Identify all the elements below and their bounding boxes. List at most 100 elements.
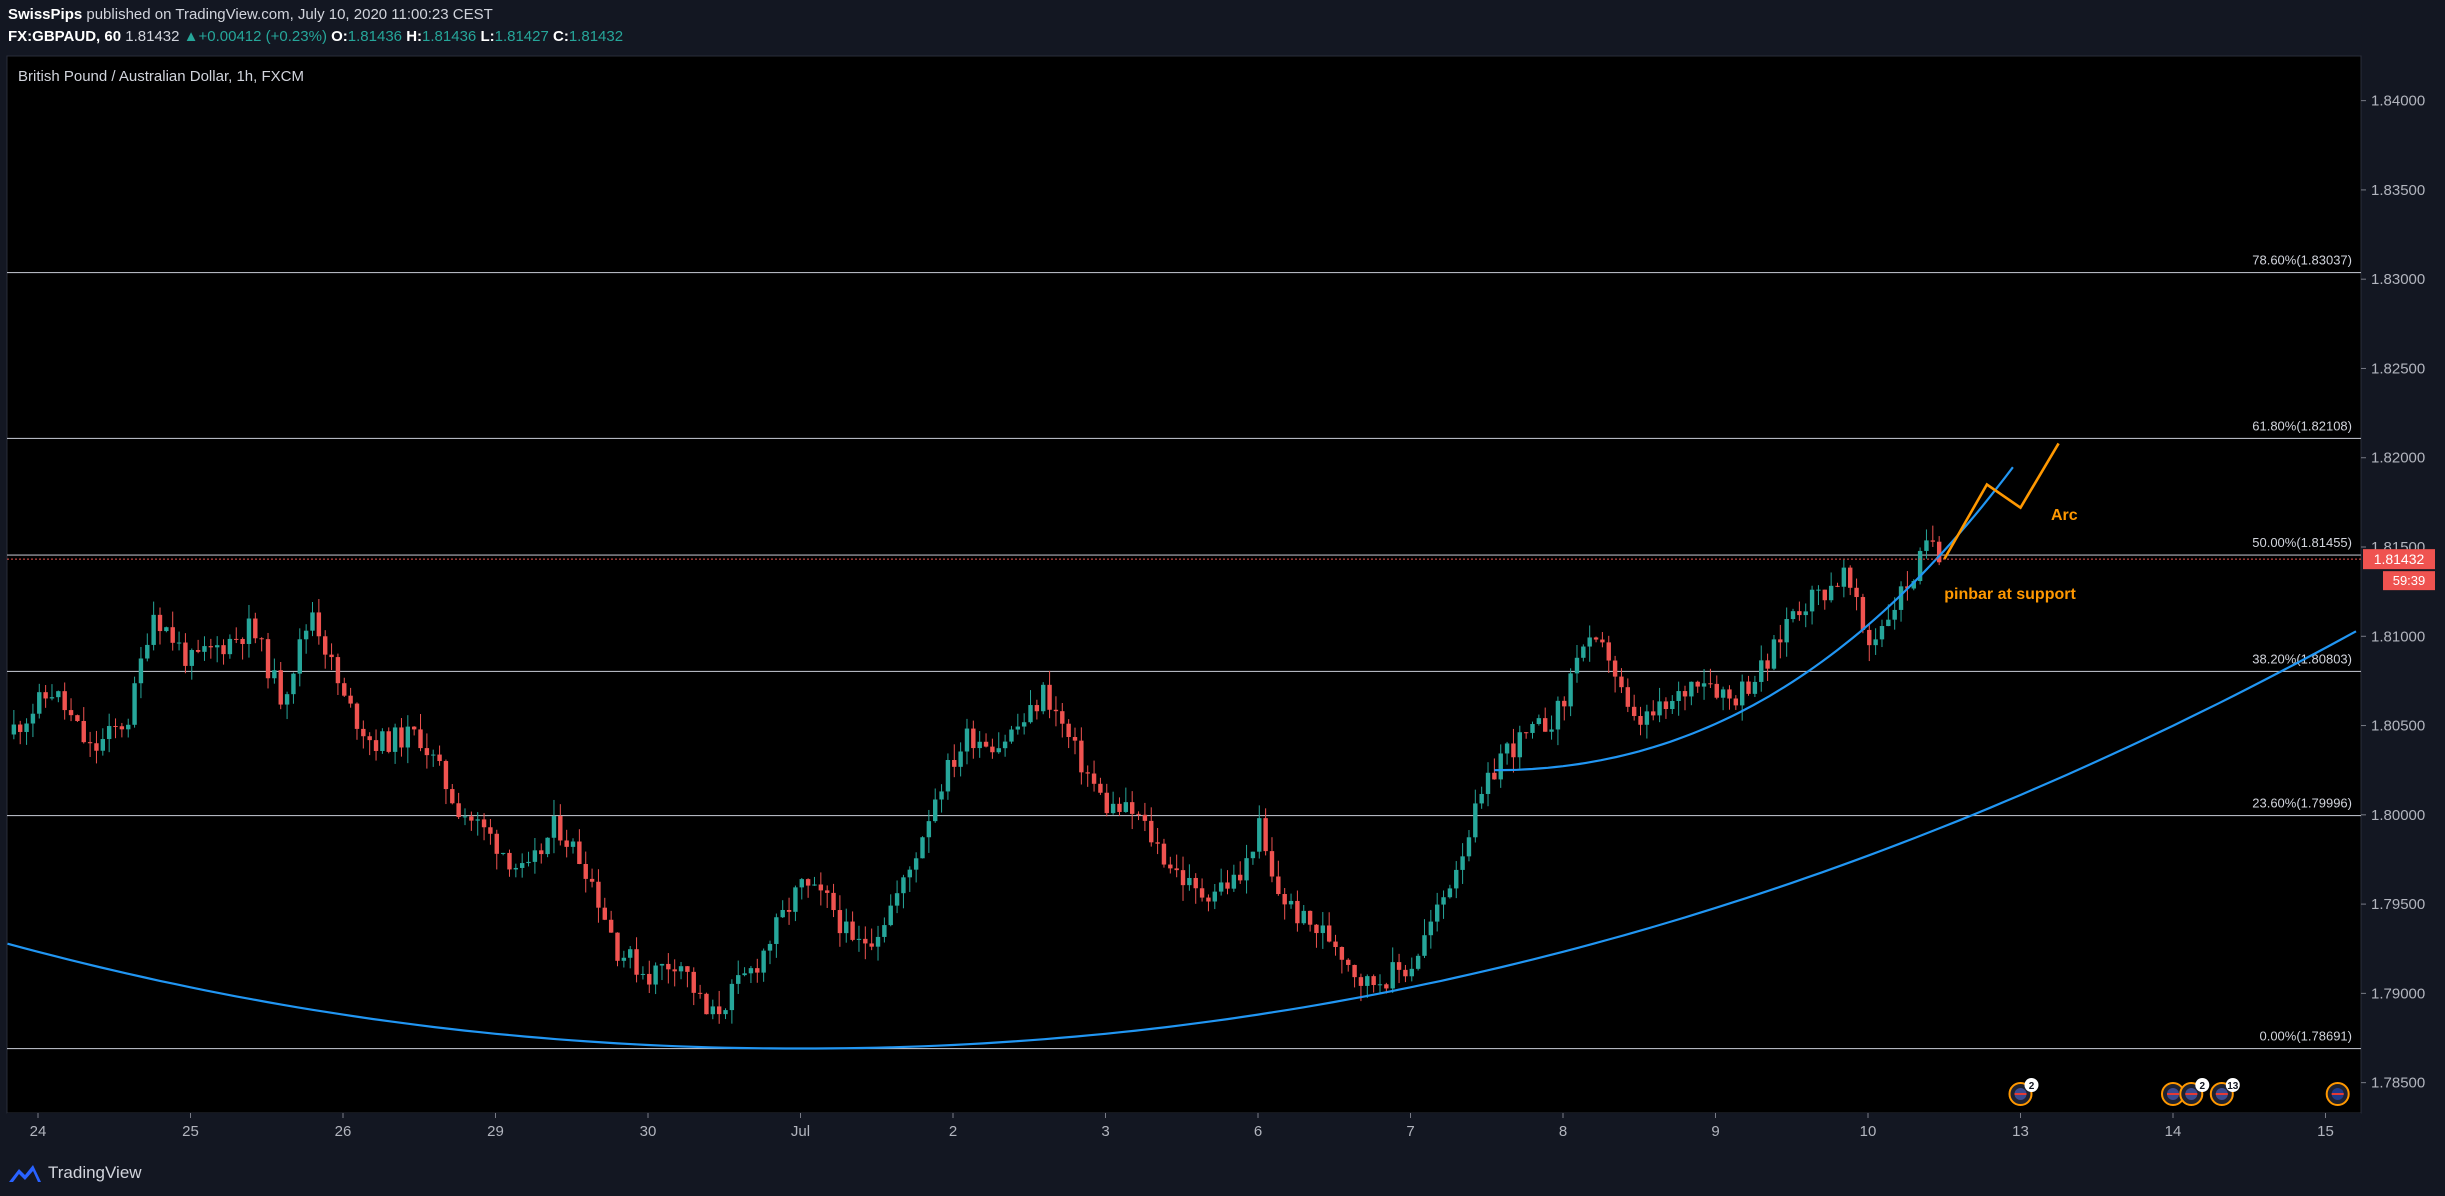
candle-body — [1612, 660, 1618, 677]
candle-body — [1257, 818, 1262, 852]
candle-body — [113, 726, 118, 728]
tradingview-logo-icon — [9, 1165, 41, 1182]
candle-body — [736, 975, 741, 984]
candle-body — [1479, 793, 1484, 804]
price-axis-label: 1.83000 — [2371, 271, 2425, 288]
candle-body — [323, 636, 328, 655]
event-markers[interactable]: 2 2 13 — [2008, 1078, 2350, 1106]
candle-body — [1644, 711, 1650, 725]
candle-body — [672, 969, 677, 972]
candle-body — [786, 909, 792, 912]
candle-body — [1854, 587, 1859, 598]
candle-body — [1377, 984, 1383, 986]
countdown-label: 59:39 — [2393, 573, 2426, 588]
candle-body — [1504, 743, 1510, 754]
last-price: 1.81432 — [125, 28, 180, 45]
candle-body — [164, 627, 169, 632]
candle-body — [1822, 589, 1827, 601]
candle-body — [1231, 874, 1237, 889]
candle-body — [189, 650, 194, 666]
candle-body — [1053, 709, 1059, 712]
candle-body — [1434, 904, 1440, 922]
candle-body — [100, 739, 106, 751]
candle-body — [1657, 701, 1662, 716]
candle-body — [208, 646, 214, 648]
candle-body — [1778, 639, 1783, 643]
candle-body — [1867, 629, 1872, 646]
candle-body — [723, 1010, 728, 1015]
candle-body — [1129, 802, 1135, 814]
candle-body — [863, 938, 868, 944]
candle-body — [805, 879, 811, 886]
support-arc-line[interactable] — [1494, 466, 2014, 772]
candle-body — [519, 863, 525, 868]
candle-body — [37, 692, 42, 714]
projection-path[interactable] — [1943, 442, 2060, 560]
candle-body — [1631, 706, 1637, 717]
event-count-badge — [2024, 1078, 2039, 1092]
candle-body — [1841, 567, 1847, 587]
candle-body — [1244, 858, 1249, 881]
time-axis-label: 24 — [30, 1123, 47, 1140]
candle-body — [1600, 639, 1605, 643]
candle-body — [1365, 976, 1370, 986]
candle-body — [1301, 910, 1306, 924]
candle-body — [1346, 959, 1351, 965]
candle-body — [1911, 581, 1916, 589]
candle-body — [945, 760, 951, 792]
candle-body — [81, 720, 86, 743]
large-arc-line[interactable] — [7, 630, 2357, 1050]
candle-body — [1060, 711, 1065, 724]
candle-body — [1180, 870, 1186, 886]
candle-body — [1193, 877, 1198, 889]
candle-body — [1562, 700, 1567, 707]
author-name[interactable]: SwissPips — [8, 6, 83, 23]
price-axis-label: 1.81000 — [2371, 628, 2425, 645]
axes: 1.78500 1.79000 1.79500 1.80000 1.80500 1.810… — [7, 93, 2435, 1140]
candle-body — [1511, 743, 1516, 758]
candle-body — [558, 815, 563, 841]
candle-body — [1384, 984, 1389, 989]
candle-body — [1765, 660, 1770, 669]
candle-body — [1676, 691, 1681, 701]
candle-body — [767, 943, 773, 951]
candle-body — [539, 850, 544, 855]
candle-body — [475, 819, 480, 821]
time-axis-label: 8 — [1559, 1123, 1567, 1140]
time-axis[interactable] — [7, 1113, 2361, 1153]
candle-body — [1466, 837, 1472, 857]
candle-body — [246, 618, 252, 645]
candle-body — [1307, 910, 1313, 925]
candle-body — [774, 917, 779, 944]
candle-body — [1739, 681, 1745, 706]
candle-body — [850, 921, 855, 940]
candle-body — [399, 727, 404, 748]
tradingview-footer[interactable]: TradingView — [8, 1160, 142, 1186]
candle-body — [310, 612, 315, 631]
candle-body — [1326, 925, 1332, 942]
candle-body — [564, 840, 569, 847]
candle-body — [1670, 700, 1675, 710]
candle-body — [11, 724, 17, 735]
candle-body — [799, 879, 804, 888]
candle-body — [780, 909, 785, 918]
plot-area[interactable] — [6, 55, 2362, 1114]
arc-drawings[interactable] — [7, 466, 2357, 1050]
chart-annotation: pinbar at support — [1944, 586, 2076, 603]
candle-body — [647, 973, 652, 985]
time-axis-label: 10 — [1860, 1123, 1877, 1140]
projection-drawing[interactable]: Arc pinbar at support — [1943, 442, 2078, 603]
candle-body — [1009, 729, 1014, 742]
candle-body — [793, 887, 798, 912]
fibonacci-retracement[interactable]: 0.00%(1.78691) 23.60%(1.79996) 38.20%(1.80… — [7, 253, 2361, 1050]
candle-body — [1142, 814, 1148, 821]
candle-body — [1689, 681, 1694, 697]
candle-body — [507, 852, 512, 870]
candle-body — [824, 890, 830, 893]
candle-body — [1123, 802, 1129, 812]
time-axis-label: 25 — [182, 1123, 199, 1140]
candle-body — [1276, 876, 1281, 895]
candle-body — [1759, 660, 1764, 682]
candle-body — [1860, 597, 1866, 630]
